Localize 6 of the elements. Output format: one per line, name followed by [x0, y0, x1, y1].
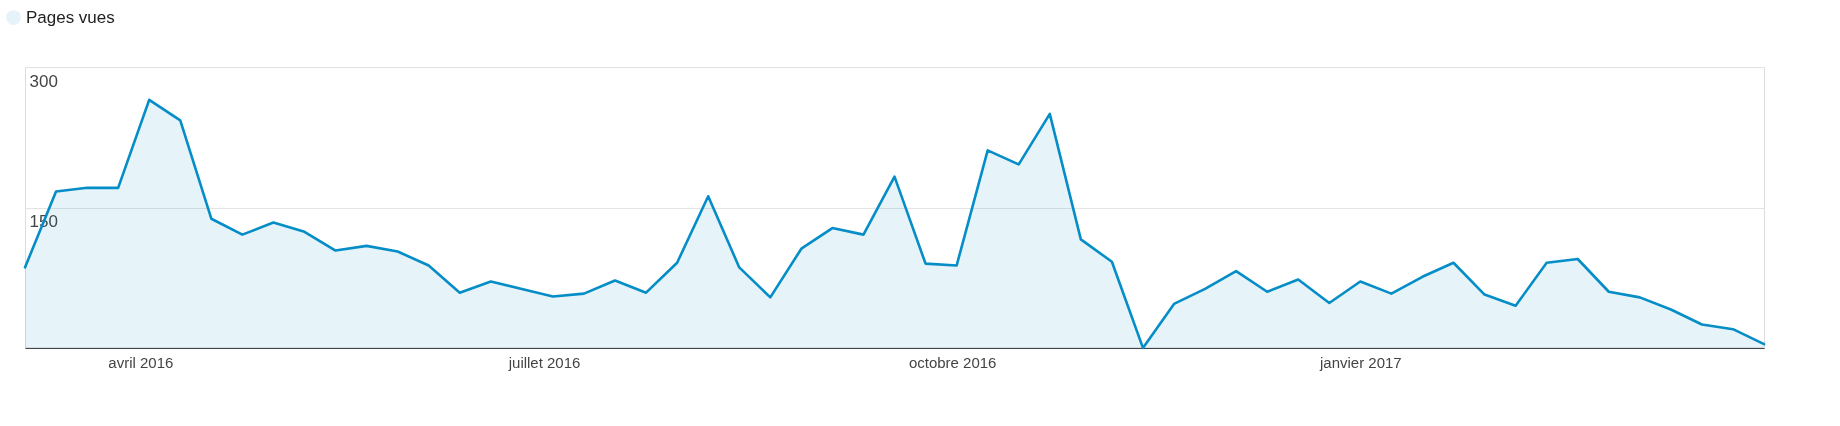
x-tick-label: avril 2016 [108, 354, 174, 372]
legend-label: Pages vues [25, 7, 115, 27]
y-tick-label: 300 [29, 71, 58, 91]
x-tick-label: octobre 2016 [908, 354, 997, 372]
x-tick-label: janvier 2017 [1319, 354, 1402, 372]
x-tick-label: juillet 2016 [507, 354, 581, 372]
